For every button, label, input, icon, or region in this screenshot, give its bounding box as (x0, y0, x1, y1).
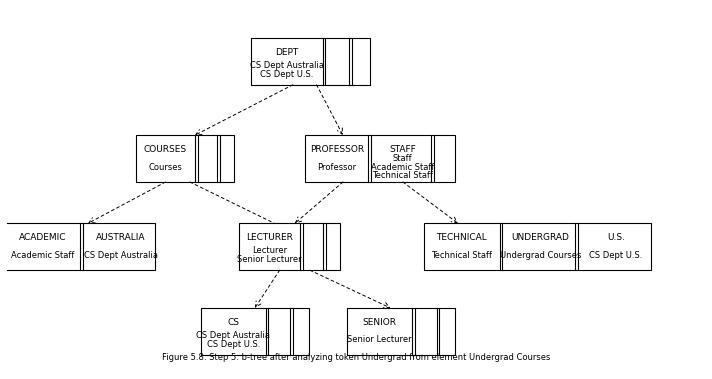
Bar (6, 224, 155, 270)
Text: Senior Lecturer: Senior Lecturer (237, 255, 302, 265)
Bar (347, 308, 456, 355)
Bar (251, 38, 370, 85)
Bar (305, 135, 456, 182)
Text: TECHNICAL: TECHNICAL (436, 233, 487, 242)
Text: Professor: Professor (318, 163, 357, 172)
Text: CS Dept U.S.: CS Dept U.S. (589, 251, 642, 260)
Text: AUSTRALIA: AUSTRALIA (96, 233, 145, 242)
Text: COURSES: COURSES (144, 145, 187, 154)
Text: LECTURER: LECTURER (246, 233, 293, 242)
Text: Figure 5.8: Step 5: b-tree after analyzing token Undergrad from element Undergra: Figure 5.8: Step 5: b-tree after analyzi… (162, 353, 550, 362)
Text: CS Dept Australia: CS Dept Australia (197, 331, 270, 340)
Text: CS Dept Australia: CS Dept Australia (84, 251, 157, 260)
Bar (239, 224, 340, 270)
Text: Staff: Staff (393, 154, 412, 163)
Text: CS: CS (227, 318, 239, 327)
Text: Technical Staff: Technical Staff (431, 251, 492, 260)
Text: U.S.: U.S. (607, 233, 625, 242)
Text: ACADEMIC: ACADEMIC (19, 233, 67, 242)
Bar (201, 308, 309, 355)
Text: CS Dept Australia: CS Dept Australia (250, 61, 324, 70)
Text: Academic Staff: Academic Staff (11, 251, 75, 260)
Text: Lecturer: Lecturer (252, 246, 287, 255)
Text: SENIOR: SENIOR (362, 318, 397, 327)
Text: Academic Staff: Academic Staff (371, 163, 434, 172)
Text: DEPT: DEPT (276, 47, 298, 56)
Text: Senior Lecturer: Senior Lecturer (347, 335, 412, 345)
Text: CS Dept U.S.: CS Dept U.S. (206, 340, 260, 349)
Bar (136, 135, 234, 182)
Text: Courses: Courses (149, 163, 182, 172)
Text: Technical Staff: Technical Staff (372, 171, 433, 180)
Text: UNDERGRAD: UNDERGRAD (511, 233, 569, 242)
Text: Undergrad Courses: Undergrad Courses (500, 251, 581, 260)
Bar (424, 224, 651, 270)
Text: STAFF: STAFF (389, 145, 416, 154)
Text: CS Dept U.S.: CS Dept U.S. (260, 70, 313, 79)
Text: PROFESSOR: PROFESSOR (310, 145, 364, 154)
